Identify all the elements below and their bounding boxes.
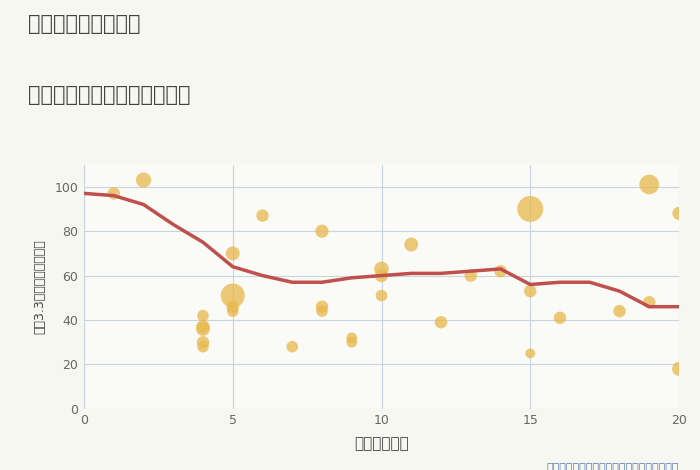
Point <box>525 350 536 357</box>
Point <box>346 334 357 342</box>
Point <box>197 343 209 351</box>
Point <box>644 298 655 306</box>
Point <box>435 319 447 326</box>
Point <box>287 343 298 351</box>
Point <box>197 338 209 346</box>
X-axis label: 駅距離（分）: 駅距離（分） <box>354 436 409 451</box>
Point <box>227 292 238 299</box>
Point <box>316 303 328 311</box>
Point <box>376 292 387 299</box>
Point <box>227 307 238 315</box>
Point <box>227 303 238 311</box>
Point <box>495 267 506 275</box>
Point <box>376 272 387 279</box>
Point <box>554 314 566 321</box>
Point <box>406 241 417 248</box>
Point <box>644 181 655 188</box>
Point <box>138 176 149 184</box>
Point <box>465 272 476 279</box>
Point <box>197 312 209 319</box>
Point <box>376 265 387 273</box>
Point <box>316 307 328 315</box>
Y-axis label: 坪（3.3㎡）単価（万円）: 坪（3.3㎡）単価（万円） <box>33 239 46 334</box>
Point <box>316 227 328 235</box>
Point <box>525 205 536 213</box>
Point <box>673 210 685 217</box>
Point <box>108 189 119 197</box>
Point <box>346 338 357 346</box>
Point <box>197 323 209 330</box>
Point <box>197 325 209 333</box>
Point <box>227 250 238 257</box>
Text: 岐阜県関市西神野の: 岐阜県関市西神野の <box>28 14 141 34</box>
Text: 円の大きさは、取引のあった物件面積を示す: 円の大きさは、取引のあった物件面積を示す <box>547 462 679 470</box>
Point <box>673 365 685 373</box>
Point <box>257 212 268 219</box>
Point <box>525 287 536 295</box>
Point <box>614 307 625 315</box>
Text: 駅距離別中古マンション価格: 駅距離別中古マンション価格 <box>28 85 190 105</box>
